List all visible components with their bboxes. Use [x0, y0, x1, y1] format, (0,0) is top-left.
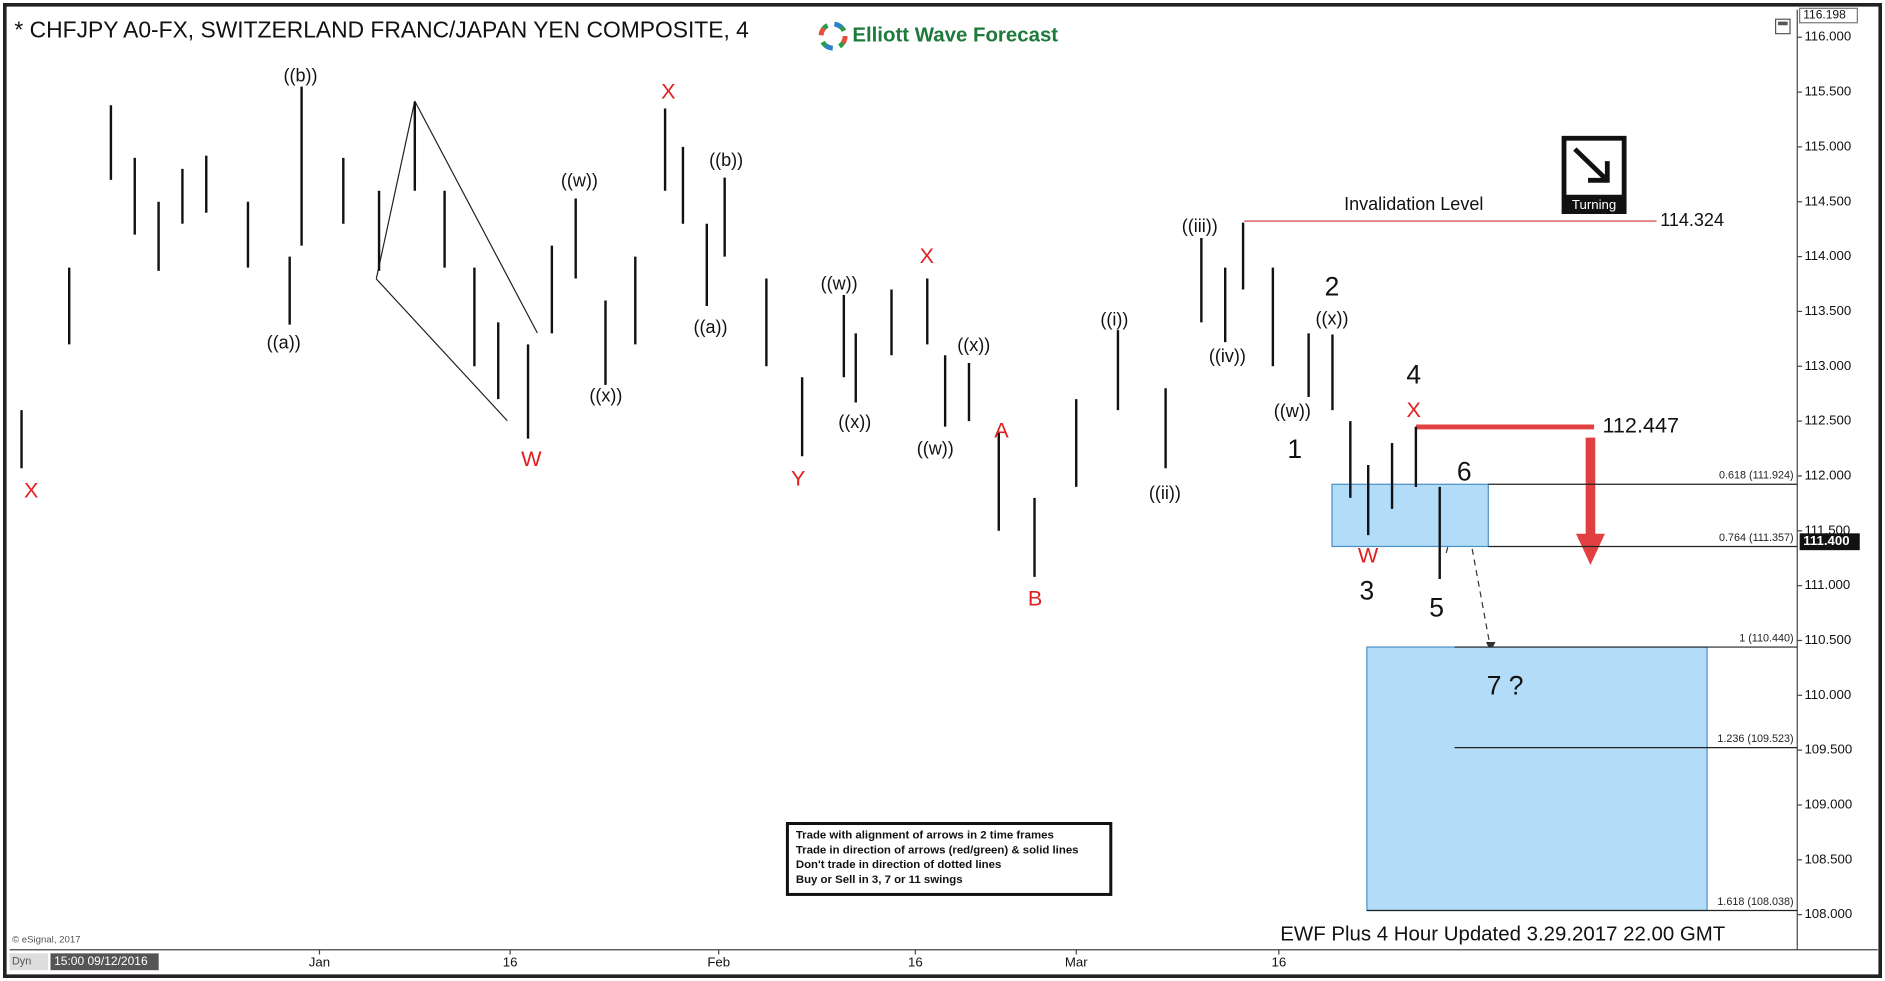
- rules-box: [785, 822, 1113, 896]
- rule-line: Don't trade in direction of dotted lines: [796, 859, 1001, 871]
- wave-label: Y: [791, 465, 805, 490]
- price-level-name: Invalidation Level: [1344, 194, 1483, 214]
- wave-label: ((a)): [693, 317, 727, 337]
- fib-label: 0.764 (111.357): [1719, 532, 1794, 544]
- wave-label: ((a)): [267, 333, 301, 353]
- window-button[interactable]: [1775, 18, 1791, 35]
- channel-line: [414, 100, 538, 334]
- wave-label: 2: [1325, 272, 1340, 302]
- axis-top-marker: [1799, 7, 1858, 24]
- wave-label: ((x)): [957, 335, 990, 355]
- y-tick-label: 112.500: [1804, 413, 1851, 428]
- y-tick-label: 115.500: [1804, 84, 1851, 99]
- wave-label: W: [521, 446, 542, 471]
- fib-label: 1 (110.440): [1739, 632, 1793, 644]
- channel-line: [375, 100, 416, 280]
- rules-text: Trade with alignment of arrows in 2 time…: [796, 830, 1079, 886]
- chart-title: * CHFJPY A0-FX, SWITZERLAND FRANC/JAPAN …: [14, 16, 749, 42]
- y-tick-label: 112.000: [1804, 467, 1851, 482]
- rule-line: Trade in direction of arrows (red/green)…: [796, 844, 1079, 856]
- wave-label: ((iv)): [1209, 346, 1246, 366]
- copyright: © eSignal, 2017: [12, 935, 81, 946]
- wave-label: ((w)): [561, 170, 598, 190]
- cursor-time-box: [50, 953, 159, 971]
- wave-label: ((w)): [821, 274, 858, 294]
- fib-label: 0.618 (111.924): [1719, 470, 1794, 482]
- wave-label: 5: [1429, 593, 1444, 623]
- y-tick-label: 109.000: [1804, 796, 1852, 811]
- wave-label: X: [24, 477, 38, 502]
- logo-text: Elliott Wave Forecast: [852, 24, 1058, 46]
- x-tick-label: Feb: [707, 954, 730, 969]
- wave-label: 1: [1287, 434, 1302, 464]
- wave-label: A: [994, 417, 1009, 442]
- x-tick-label: Mar: [1065, 954, 1088, 969]
- wave-label: ((x)): [589, 385, 622, 405]
- wave-label: 6: [1457, 457, 1472, 487]
- turning-arrow: [1573, 147, 1610, 183]
- logo: Elliott Wave Forecast: [818, 21, 1058, 51]
- turning-icon: Turning: [1561, 135, 1627, 214]
- y-tick-label: 110.000: [1804, 687, 1851, 702]
- wave-label: X: [661, 78, 675, 103]
- axis-top-label: 116.198: [1803, 8, 1846, 22]
- wave-label: 4: [1406, 359, 1421, 389]
- wave-label: 7 ?: [1487, 671, 1524, 701]
- target-zone: [1366, 646, 1708, 912]
- y-tick-label: 116.000: [1804, 29, 1851, 44]
- rule-line: Trade with alignment of arrows in 2 time…: [796, 830, 1054, 842]
- wave-label: ((x)): [1315, 309, 1348, 329]
- wave-label: ((i)): [1100, 310, 1128, 330]
- target-zone: [1331, 483, 1489, 548]
- y-tick-label: 113.500: [1804, 303, 1851, 318]
- y-tick-label: 108.000: [1804, 906, 1852, 921]
- price-level-value: 114.324: [1660, 210, 1724, 230]
- window-button-bar: [1778, 21, 1788, 26]
- wave-label: B: [1028, 586, 1042, 611]
- y-tick-label: 108.500: [1804, 851, 1852, 866]
- fib-label: 1.236 (109.523): [1717, 733, 1793, 745]
- wave-label: ((b)): [284, 66, 318, 86]
- footer: EWF Plus 4 Hour Updated 3.29.2017 22.00 …: [1280, 924, 1725, 946]
- sell-arrow-head: [1576, 533, 1605, 566]
- wave-label: ((iii)): [1182, 216, 1218, 236]
- fib-label: 1.618 (108.038): [1717, 896, 1793, 908]
- dyn-label: Dyn: [12, 956, 31, 968]
- y-tick-label: 111.000: [1804, 577, 1850, 592]
- wave-label: 3: [1360, 576, 1375, 606]
- y-tick-label: 109.500: [1804, 742, 1852, 757]
- y-tick-label: 110.500: [1804, 632, 1851, 647]
- x-tick-label: Jan: [309, 954, 330, 969]
- rule-line: Buy or Sell in 3, 7 or 11 swings: [796, 874, 963, 886]
- wave-label: W: [1358, 542, 1379, 567]
- last-price-marker: [1799, 533, 1860, 551]
- wave-label: X: [920, 243, 934, 268]
- x-tick-label: 16: [503, 954, 518, 969]
- wave-label: ((w)): [1274, 401, 1311, 421]
- y-tick-label: 113.000: [1804, 358, 1851, 373]
- cursor-time: 15:00 09/12/2016: [54, 954, 148, 968]
- y-tick-label: 114.500: [1804, 193, 1851, 208]
- wave-label: X: [1407, 397, 1421, 422]
- sell-arrow-shaft: [1585, 437, 1596, 537]
- wave-label: ((w)): [917, 438, 954, 458]
- frame: [3, 3, 1882, 978]
- x-tick-label: 16: [908, 954, 923, 969]
- y-tick-label: 114.000: [1804, 248, 1851, 263]
- projection-path: [1445, 492, 1492, 650]
- turning-label: Turning: [1572, 197, 1616, 212]
- wave-label: ((b)): [709, 150, 743, 170]
- last-price-label: 111.400: [1803, 533, 1849, 548]
- wave-label: ((ii)): [1149, 483, 1181, 503]
- price-level-value: 112.447: [1602, 413, 1679, 438]
- x-tick-label: 16: [1271, 954, 1286, 969]
- wave-label: ((x)): [838, 412, 871, 432]
- logo-icon: [818, 21, 848, 51]
- channel-line: [375, 278, 508, 422]
- dyn-box: [9, 953, 49, 971]
- y-tick-label: 115.000: [1804, 138, 1851, 153]
- sell-arrow: [1576, 437, 1605, 566]
